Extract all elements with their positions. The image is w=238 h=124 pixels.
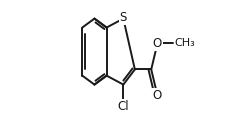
Text: CH₃: CH₃ <box>174 38 195 48</box>
Text: Cl: Cl <box>118 100 129 113</box>
Text: S: S <box>120 11 127 24</box>
Text: O: O <box>153 89 162 102</box>
Text: O: O <box>153 37 162 50</box>
